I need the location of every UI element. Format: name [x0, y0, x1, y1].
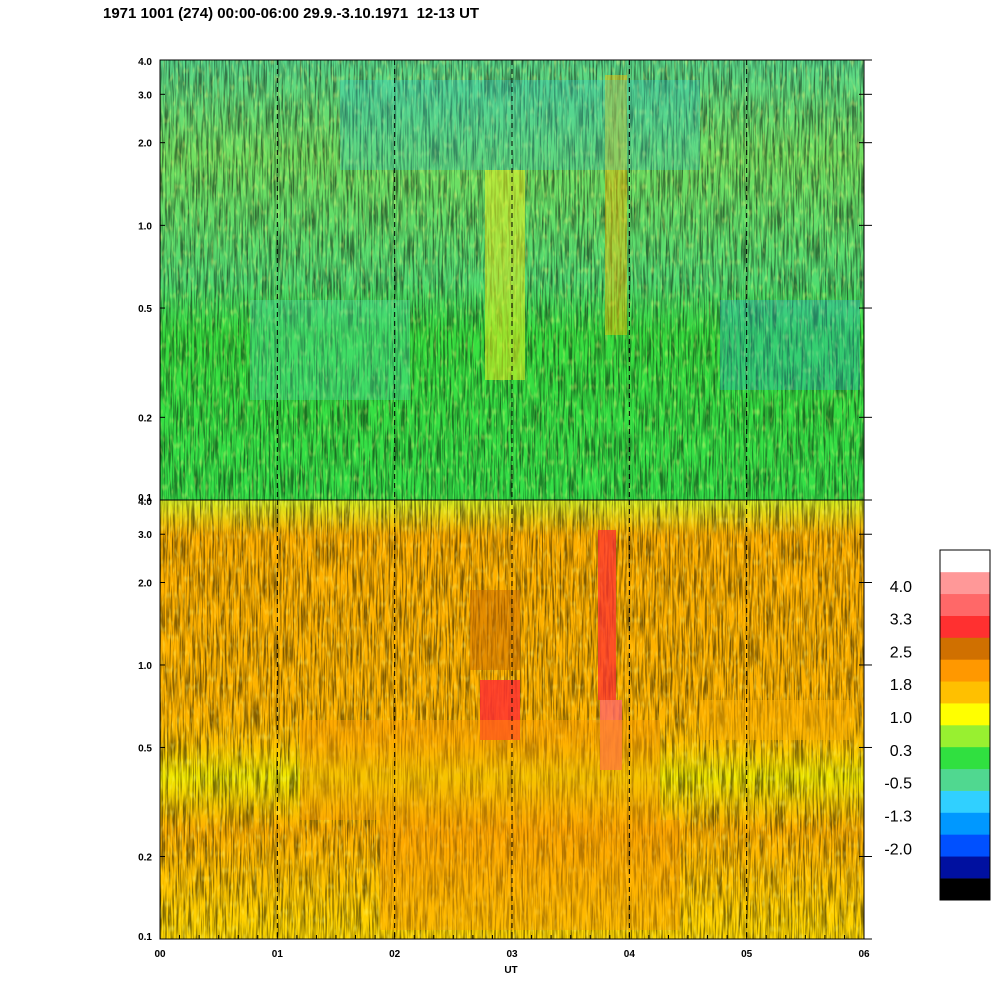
upper-y-tick-label: 3.0: [138, 90, 152, 101]
colorbar-swatch: [940, 834, 990, 857]
lower-y-tick-label: 4.0: [138, 497, 152, 508]
colorbar-swatch: [940, 615, 990, 638]
colorbar-swatch: [940, 659, 990, 682]
lower-spectral-feature: [598, 530, 616, 700]
colorbar-label: 3.3: [890, 612, 912, 629]
lower-y-tick-label: 0.1: [138, 932, 152, 943]
x-tick-label: 00: [154, 949, 166, 960]
upper-y-tick-label: 0.2: [138, 413, 152, 424]
lower-y-tick-label: 1.0: [138, 661, 152, 672]
colorbar-label: -0.5: [884, 776, 912, 793]
upper-spectral-feature: [720, 300, 860, 390]
x-tick-label: 02: [389, 949, 401, 960]
colorbar-swatch: [940, 725, 990, 748]
colorbar-label: -2.0: [884, 841, 912, 858]
colorbar-label: 4.0: [890, 579, 912, 596]
lower-spectrogram-panel: 0.1 0.2 0.5 1.0 2.0 3.0 4.0: [138, 497, 872, 943]
upper-spectral-feature: [250, 300, 410, 400]
upper-y-tick-label: 4.0: [138, 57, 152, 68]
x-axis-label: UT: [504, 965, 517, 976]
colorbar-swatch: [940, 637, 990, 660]
colorbar: 4.0 3.3 2.5 1.8 1.0 0.3 -0.5 -1.3 -2.0: [884, 549, 991, 901]
colorbar-swatch: [940, 812, 990, 835]
lower-spectral-feature: [700, 700, 850, 740]
colorbar-label: 2.5: [890, 644, 912, 661]
lower-y-tick-label: 0.5: [138, 743, 152, 754]
x-tick-label: 05: [741, 949, 753, 960]
colorbar-swatch: [940, 593, 990, 616]
upper-spectral-feature: [340, 80, 700, 170]
upper-y-tick-label: 2.0: [138, 139, 152, 150]
x-tick-label: 04: [624, 949, 636, 960]
x-tick-label: 01: [272, 949, 284, 960]
colorbar-label: 1.8: [890, 677, 912, 694]
lower-spectral-feature: [480, 680, 520, 740]
upper-spectral-feature: [485, 170, 525, 380]
colorbar-swatch: [940, 768, 990, 791]
colorbar-label: -1.3: [884, 808, 912, 825]
upper-y-tick-label: 1.0: [138, 221, 152, 232]
lower-spectral-feature: [600, 700, 622, 770]
colorbar-swatch: [940, 878, 990, 901]
colorbar-swatch: [940, 703, 990, 726]
lower-y-tick-label: 2.0: [138, 578, 152, 589]
lower-spectral-feature: [300, 720, 660, 820]
colorbar-swatch: [940, 681, 990, 704]
colorbar-swatch: [940, 790, 990, 813]
x-tick-label: 06: [858, 949, 870, 960]
upper-spectral-feature: [605, 75, 627, 335]
upper-spectrogram-panel: 0.1 0.2 0.5 1.0 2.0 3.0 4.0: [138, 57, 872, 504]
upper-y-tick-label: 0.5: [138, 304, 152, 315]
colorbar-label: 1.0: [890, 710, 912, 727]
colorbar-swatch: [940, 746, 990, 770]
colorbar-swatch: [940, 571, 990, 595]
lower-spectral-feature: [380, 820, 680, 930]
colorbar-swatch: [940, 856, 990, 879]
colorbar-label: 0.3: [890, 743, 912, 760]
colorbar-frame: [939, 549, 991, 901]
chart-title: 1971 1001 (274) 00:00-06:00 29.9.-3.10.1…: [103, 5, 480, 22]
upper-y-tick-label: 0.1: [138, 493, 152, 504]
x-tick-label: 03: [506, 949, 518, 960]
colorbar-swatch: [940, 550, 990, 573]
lower-y-tick-label: 3.0: [138, 530, 152, 541]
x-axis: 00 01 02 03 04 05 06 UT: [154, 933, 870, 976]
lower-y-tick-label: 0.2: [138, 853, 152, 864]
